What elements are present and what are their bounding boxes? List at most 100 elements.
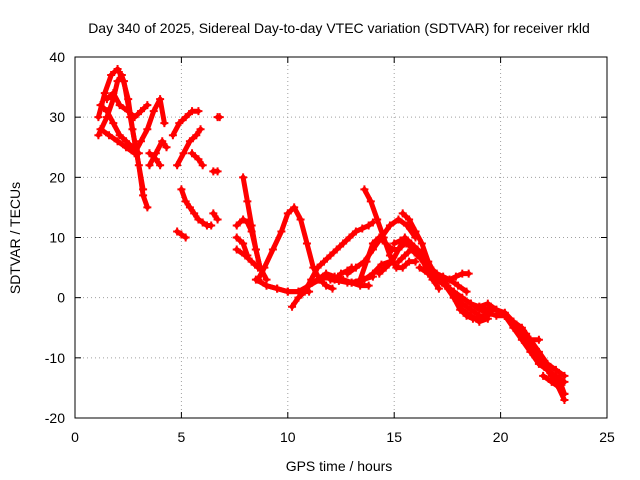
data-point (196, 125, 205, 134)
data-point (411, 245, 420, 254)
data-point (136, 107, 145, 116)
data-point (411, 257, 420, 266)
data-point (243, 197, 252, 206)
data-point (162, 143, 171, 152)
series-arc-12 (188, 149, 207, 170)
data-point (145, 161, 154, 170)
data-point (560, 371, 569, 380)
data-point (434, 284, 443, 293)
y-axis-label: SDTVAR / TECUs (7, 182, 23, 294)
data-point (500, 311, 509, 320)
data-point (181, 113, 190, 122)
data-point (100, 89, 109, 98)
data-point (509, 317, 518, 326)
data-point (151, 155, 160, 164)
data-point (290, 203, 299, 212)
data-point (458, 305, 467, 314)
data-point (534, 335, 543, 344)
data-point (115, 101, 124, 110)
data-point (492, 305, 501, 314)
data-point (156, 95, 165, 104)
data-point (417, 239, 426, 248)
data-point (254, 275, 263, 284)
data-point (232, 221, 241, 230)
data-point (343, 278, 352, 287)
data-point (213, 215, 222, 224)
data-point (358, 224, 367, 233)
data-point (332, 245, 341, 254)
data-point (305, 281, 314, 290)
data-point (451, 272, 460, 281)
data-point (475, 317, 484, 326)
data-point (122, 143, 131, 152)
data-point (175, 119, 184, 128)
data-point (322, 269, 331, 278)
data-point (411, 227, 420, 236)
data-point (343, 266, 352, 275)
data-point (462, 287, 471, 296)
data-point (130, 113, 139, 122)
data-point (560, 389, 569, 398)
data-point (364, 281, 373, 290)
data-point (239, 239, 248, 248)
x-tick-label: 20 (493, 429, 509, 445)
y-tick-label: 30 (49, 109, 65, 125)
data-point (181, 197, 190, 206)
data-point (300, 287, 309, 296)
data-point (394, 215, 403, 224)
y-tick-label: -10 (45, 350, 65, 366)
data-point (115, 131, 124, 140)
data-point (556, 383, 565, 392)
data-point (454, 281, 463, 290)
series-arc-9 (173, 227, 190, 242)
data-point (243, 251, 252, 260)
data-point (449, 287, 458, 296)
data-point (158, 137, 167, 146)
series-line (98, 96, 167, 156)
data-point (215, 113, 224, 122)
data-point (419, 257, 428, 266)
data-point (385, 221, 394, 230)
data-point (124, 107, 133, 116)
data-point (113, 65, 122, 74)
data-point (262, 281, 271, 290)
data-point (239, 173, 248, 182)
data-point (330, 275, 339, 284)
data-point (268, 245, 277, 254)
data-series (94, 65, 569, 404)
data-point (517, 323, 526, 332)
data-point (530, 347, 539, 356)
data-point (539, 359, 548, 368)
data-point (539, 371, 548, 380)
data-point (109, 119, 118, 128)
data-point (322, 281, 331, 290)
series-arc-15 (213, 113, 224, 122)
data-point (260, 263, 269, 272)
data-point (283, 287, 292, 296)
data-point (375, 269, 384, 278)
data-point (398, 209, 407, 218)
data-point (194, 215, 203, 224)
data-point (356, 275, 365, 284)
series-arc-14 (209, 209, 222, 224)
series-arc-23 (288, 218, 377, 311)
data-point (466, 299, 475, 308)
data-point (424, 269, 433, 278)
data-point (379, 233, 388, 242)
data-point (415, 263, 424, 272)
series-arc-8 (168, 107, 203, 140)
data-point (517, 335, 526, 344)
data-point (296, 215, 305, 224)
data-point (188, 149, 197, 158)
x-tick-label: 25 (599, 429, 615, 445)
data-point (360, 185, 369, 194)
data-point (394, 257, 403, 266)
data-point (458, 293, 467, 302)
data-point (109, 89, 118, 98)
series-arc-28 (360, 185, 420, 272)
data-point (198, 161, 207, 170)
data-point (522, 329, 531, 338)
data-point (194, 107, 203, 116)
series-arc-19 (232, 233, 252, 260)
data-point (139, 185, 148, 194)
